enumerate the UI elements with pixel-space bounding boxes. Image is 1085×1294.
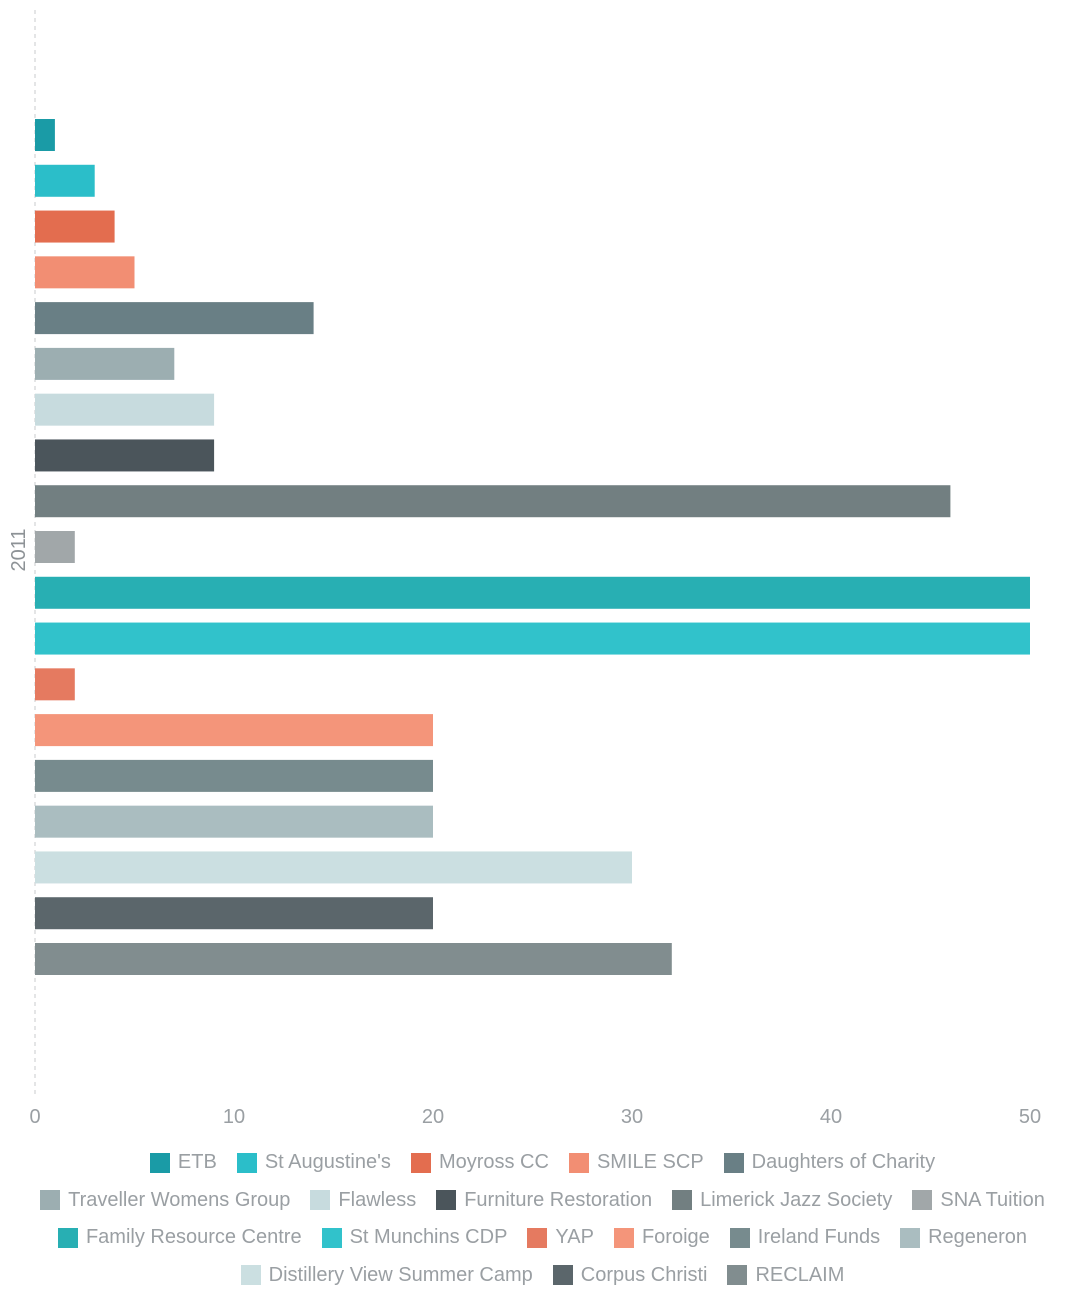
category-label: 2011 (8, 528, 30, 571)
legend-item[interactable]: Family Resource Centre (58, 1226, 302, 1249)
x-tick-label: 20 (422, 1106, 444, 1128)
legend-item[interactable]: Traveller Womens Group (40, 1189, 290, 1212)
legend-item[interactable]: Corpus Christi (553, 1264, 708, 1287)
legend-label: Family Resource Centre (86, 1226, 302, 1249)
legend-swatch (436, 1190, 456, 1210)
legend-row: Distillery View Summer Camp Corpus Christ… (0, 1257, 1085, 1294)
legend-item[interactable]: RECLAIM (727, 1264, 844, 1287)
legend-swatch (322, 1228, 342, 1248)
bar-regeneron[interactable] (35, 806, 433, 838)
legend-swatch (237, 1153, 257, 1173)
legend-item[interactable]: Furniture Restoration (436, 1189, 652, 1212)
bar-sna-tuition[interactable] (35, 531, 75, 563)
legend-item[interactable]: Foroige (614, 1226, 710, 1249)
legend-swatch (912, 1190, 932, 1210)
legend-swatch (40, 1190, 60, 1210)
legend-swatch (411, 1153, 431, 1173)
x-tick-label: 40 (820, 1106, 842, 1128)
legend-swatch (527, 1228, 547, 1248)
legend-item[interactable]: ETB (150, 1151, 217, 1174)
legend-label: Daughters of Charity (752, 1151, 935, 1174)
legend-swatch (727, 1265, 747, 1285)
legend-label: RECLAIM (755, 1264, 844, 1287)
bar-reclaim[interactable] (35, 943, 672, 975)
legend-item[interactable]: Limerick Jazz Society (672, 1189, 892, 1212)
bar-flawless[interactable] (35, 394, 214, 426)
legend-label: Foroige (642, 1226, 710, 1249)
legend-row: Family Resource Centre St Munchins CDP YAP… (0, 1219, 1085, 1257)
bar-distillery-view-summer-camp[interactable] (35, 851, 632, 883)
bar-chart-plot: 2011 0 10 20 30 40 50 (0, 0, 1085, 1140)
legend-swatch (724, 1153, 744, 1173)
legend-swatch (569, 1153, 589, 1173)
chart-legend: ETB St Augustine's Moyross CC SMILE SCP Daug… (0, 1144, 1085, 1294)
bar-foroige[interactable] (35, 714, 433, 746)
bar-st-augustine-s[interactable] (35, 165, 95, 197)
legend-swatch (310, 1190, 330, 1210)
legend-row: ETB St Augustine's Moyross CC SMILE SCP Daug… (0, 1144, 1085, 1182)
legend-label: Corpus Christi (581, 1264, 708, 1287)
legend-item[interactable]: SNA Tuition (912, 1189, 1045, 1212)
bar-moyross-cc[interactable] (35, 211, 115, 243)
x-tick-label: 0 (29, 1106, 40, 1128)
legend-swatch (900, 1228, 920, 1248)
bar-yap[interactable] (35, 668, 75, 700)
legend-label: Limerick Jazz Society (700, 1189, 892, 1212)
bar-family-resource-centre[interactable] (35, 577, 1030, 609)
bar-smile-scp[interactable] (35, 256, 135, 288)
legend-label: Ireland Funds (758, 1226, 880, 1249)
legend-item[interactable]: Flawless (310, 1189, 416, 1212)
legend-item[interactable]: SMILE SCP (569, 1151, 704, 1174)
bar-traveller-womens-group[interactable] (35, 348, 174, 380)
legend-item[interactable]: Ireland Funds (730, 1226, 880, 1249)
legend-item[interactable]: St Munchins CDP (322, 1226, 508, 1249)
legend-label: SMILE SCP (597, 1151, 704, 1174)
legend-swatch (553, 1265, 573, 1285)
legend-label: St Munchins CDP (350, 1226, 508, 1249)
legend-label: ETB (178, 1151, 217, 1174)
legend-swatch (150, 1153, 170, 1173)
legend-label: Furniture Restoration (464, 1189, 652, 1212)
legend-row: Traveller Womens Group Flawless Furniture … (0, 1182, 1085, 1220)
legend-item[interactable]: Moyross CC (411, 1151, 549, 1174)
x-tick-label: 10 (223, 1106, 245, 1128)
bar-furniture-restoration[interactable] (35, 439, 214, 471)
bar-etb[interactable] (35, 119, 55, 151)
legend-item[interactable]: St Augustine's (237, 1151, 391, 1174)
legend-label: Traveller Womens Group (68, 1189, 290, 1212)
legend-item[interactable]: Daughters of Charity (724, 1151, 935, 1174)
bar-daughters-of-charity[interactable] (35, 302, 314, 334)
legend-label: Flawless (338, 1189, 416, 1212)
legend-label: Moyross CC (439, 1151, 549, 1174)
x-tick-label: 30 (621, 1106, 643, 1128)
legend-swatch (614, 1228, 634, 1248)
bar-st-munchins-cdp[interactable] (35, 623, 1030, 655)
legend-item[interactable]: Distillery View Summer Camp (241, 1264, 533, 1287)
legend-label: SNA Tuition (940, 1189, 1045, 1212)
legend-swatch (730, 1228, 750, 1248)
bar-limerick-jazz-society[interactable] (35, 485, 950, 517)
legend-swatch (241, 1265, 261, 1285)
bar-corpus-christi[interactable] (35, 897, 433, 929)
legend-item[interactable]: Regeneron (900, 1226, 1027, 1249)
legend-swatch (672, 1190, 692, 1210)
legend-label: Distillery View Summer Camp (269, 1264, 533, 1287)
legend-label: Regeneron (928, 1226, 1027, 1249)
bar-ireland-funds[interactable] (35, 760, 433, 792)
legend-item[interactable]: YAP (527, 1226, 594, 1249)
legend-label: St Augustine's (265, 1151, 391, 1174)
legend-label: YAP (555, 1226, 594, 1249)
x-tick-label: 50 (1019, 1106, 1041, 1128)
legend-swatch (58, 1228, 78, 1248)
